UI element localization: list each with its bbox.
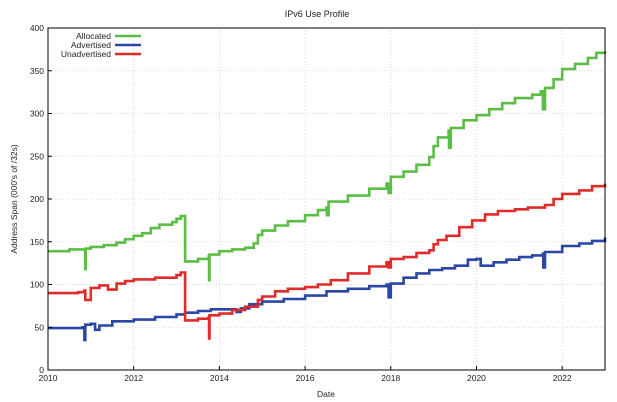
y-tick-label: 300 — [30, 109, 44, 119]
x-axis-title: Date — [317, 389, 335, 399]
chart-title: IPv6 Use Profile — [285, 9, 350, 19]
x-tick-label: 2020 — [467, 373, 486, 383]
x-tick-label: 2022 — [553, 373, 572, 383]
x-tick-label: 2012 — [124, 373, 143, 383]
y-axis-title: Address Span (000's of /32s) — [9, 144, 19, 254]
series-line-unadvertised — [48, 183, 607, 340]
x-tick-label: 2010 — [39, 373, 58, 383]
y-tick-label: 150 — [30, 237, 44, 247]
legend-label: Unadvertised — [61, 49, 111, 59]
series-line-allocated — [48, 51, 607, 282]
axis-ticks: 2010 2012 2014 2016 2018 2020 2022 0 50 100 150 200… — [30, 23, 572, 383]
y-tick-label: 100 — [30, 280, 44, 290]
series-line-advertised — [48, 237, 607, 342]
x-tick-label: 2018 — [381, 373, 400, 383]
y-tick-label: 50 — [35, 322, 45, 332]
y-tick-label: 350 — [30, 66, 44, 76]
x-tick-label: 2014 — [210, 373, 229, 383]
x-tick-label: 2016 — [296, 373, 315, 383]
y-tick-label: 250 — [30, 151, 44, 161]
y-tick-label: 0 — [39, 365, 44, 375]
legend-label: Advertised — [71, 40, 111, 50]
legend-label: Allocated — [76, 31, 111, 41]
y-tick-label: 200 — [30, 194, 44, 204]
grid — [47, 27, 605, 371]
series-lines — [48, 51, 607, 342]
y-tick-label: 400 — [30, 23, 44, 33]
